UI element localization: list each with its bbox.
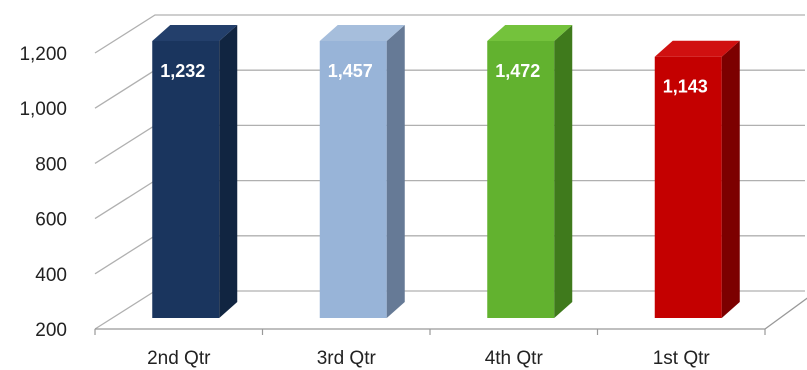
bar-front bbox=[152, 41, 220, 318]
data-label: 1,457 bbox=[328, 61, 373, 81]
y-tick-label: 800 bbox=[35, 154, 67, 175]
bar-front bbox=[487, 41, 555, 318]
data-label: 1,232 bbox=[160, 61, 205, 81]
x-tick-label: 1st Qtr bbox=[653, 348, 711, 369]
x-tick-label: 2nd Qtr bbox=[147, 348, 211, 369]
bar-side bbox=[554, 25, 573, 318]
x-tick-label: 4th Qtr bbox=[485, 348, 544, 369]
bar-front bbox=[654, 56, 722, 319]
bar-front bbox=[319, 41, 387, 318]
x-tick-label: 3rd Qtr bbox=[317, 348, 377, 369]
bar-side bbox=[219, 25, 238, 318]
bar-top bbox=[319, 25, 405, 41]
bar-side bbox=[721, 40, 740, 319]
bars bbox=[152, 25, 740, 319]
y-tick-label: 1,200 bbox=[19, 44, 67, 65]
axes: 200 400 600 800 1,000 1,200 bbox=[19, 44, 807, 341]
y-tick-label: 600 bbox=[35, 210, 67, 231]
bar-top bbox=[487, 25, 573, 41]
data-label: 1,472 bbox=[495, 61, 540, 81]
bar-side bbox=[386, 25, 405, 318]
y-tick-label: 1,000 bbox=[19, 99, 67, 120]
y-tick-label: 400 bbox=[35, 265, 67, 286]
data-label: 1,143 bbox=[663, 77, 708, 97]
gridline bbox=[94, 14, 805, 54]
labels: 1,232 2nd Qtr 1,457 3rd Qtr 1,472 4th Qtr 1,14… bbox=[147, 61, 710, 369]
bar-top bbox=[152, 25, 238, 41]
bar-top bbox=[654, 40, 740, 57]
y-tick-label: 200 bbox=[35, 320, 67, 341]
